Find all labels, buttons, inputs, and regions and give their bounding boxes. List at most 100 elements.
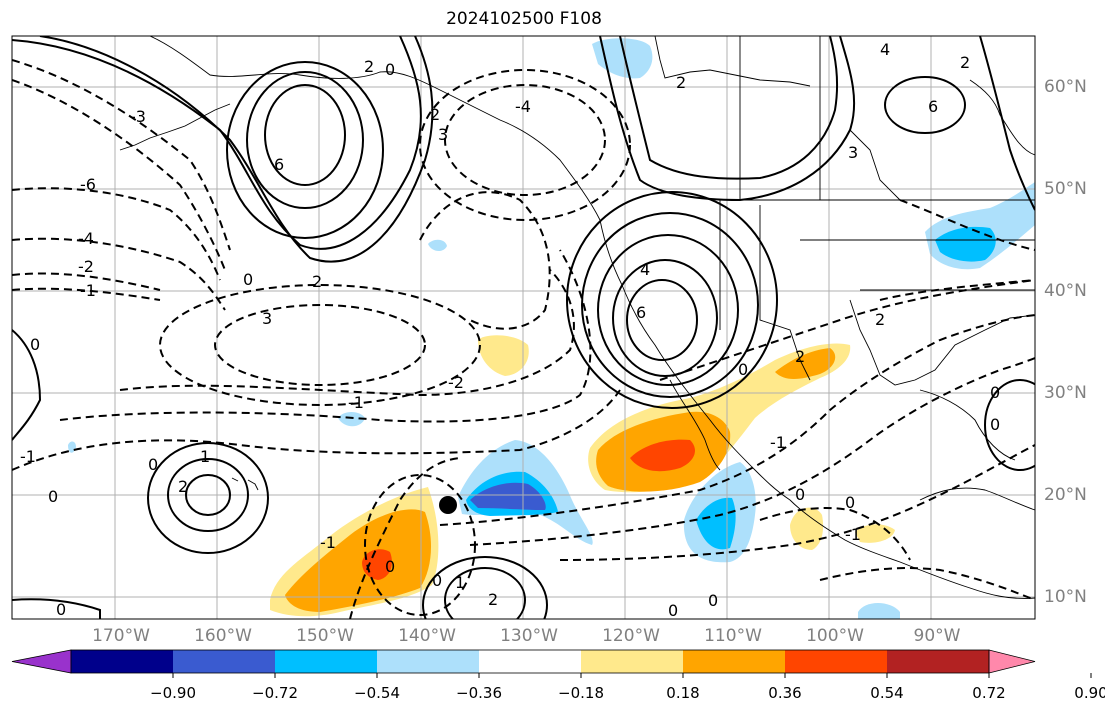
contour-negative xyxy=(419,191,551,330)
colorbar-tick-label: −0.54 xyxy=(354,684,400,702)
contour-negative xyxy=(159,284,481,406)
contour-positive xyxy=(581,212,759,398)
lon-label: 100°W xyxy=(806,626,864,646)
contour-positive xyxy=(12,329,42,441)
contour-label: -1 xyxy=(20,447,36,466)
storm-center-dot xyxy=(439,496,457,514)
lon-label: 150°W xyxy=(296,626,354,646)
contour-negative xyxy=(439,314,1035,526)
contour-negative xyxy=(899,199,1035,251)
colorbar-segment xyxy=(581,650,684,673)
lon-label: 120°W xyxy=(602,626,660,646)
negative-anomaly-area xyxy=(935,226,996,262)
contour-negative xyxy=(12,237,226,311)
contour-label: 3 xyxy=(262,309,272,328)
lat-label: 40°N xyxy=(1044,281,1087,301)
colorbar-tick-label: 0.72 xyxy=(972,684,1006,702)
contour-label: 2 xyxy=(960,53,970,72)
lat-label: 50°N xyxy=(1044,179,1087,199)
colorbar-outline xyxy=(70,649,990,674)
coastlines xyxy=(119,36,1035,599)
lat-label: 60°N xyxy=(1044,77,1087,97)
contour-label: -6 xyxy=(80,175,96,194)
contour-negative xyxy=(119,269,575,397)
colorbar-extend-min xyxy=(11,649,72,674)
contour-label: 0 xyxy=(56,600,66,619)
contour-label: 0 xyxy=(243,270,253,289)
anomaly-shading xyxy=(68,38,1035,619)
contour-label: 1 xyxy=(455,573,465,592)
contour-label: 2 xyxy=(430,105,440,124)
contour-label: 0 xyxy=(48,487,58,506)
negative-anomaly-area xyxy=(68,441,76,453)
lat-label: 30°N xyxy=(1044,383,1087,403)
colorbar-tick-label: 0.90 xyxy=(1074,684,1105,702)
negative-anomaly-area xyxy=(696,497,736,550)
colorbar-tick-label: 0.18 xyxy=(666,684,700,702)
contour-label: 3 xyxy=(848,143,858,162)
contour-label: 0 xyxy=(990,415,1000,434)
colorbar-segment xyxy=(173,650,276,673)
contour-positive xyxy=(566,191,778,409)
lon-label: 160°W xyxy=(194,626,252,646)
colorbar-segment xyxy=(785,650,888,673)
contour-label: -4 xyxy=(78,229,94,248)
positive-anomaly-area xyxy=(285,509,432,612)
colorbar-tick-label: 0.54 xyxy=(870,684,904,702)
contour-positive xyxy=(12,598,101,619)
contour-positive xyxy=(979,36,1035,211)
positive-anomaly-area xyxy=(790,507,824,550)
negative-anomaly-area xyxy=(470,482,546,510)
contour-negative xyxy=(59,249,592,423)
contour-positive xyxy=(884,76,966,134)
colorbar-segment xyxy=(887,650,990,673)
contour-negative xyxy=(444,84,606,196)
contour-label: 4 xyxy=(640,260,650,279)
contour-label: 0 xyxy=(385,60,395,79)
contour-negative xyxy=(214,304,426,386)
map-title: 2024102500 F108 xyxy=(446,9,602,29)
contour-label: 2 xyxy=(178,477,188,496)
positive-anomaly-area xyxy=(630,439,695,472)
colorbar-tick-label: −0.18 xyxy=(558,684,604,702)
contour-label: -1 xyxy=(320,533,336,552)
contour-label: 0 xyxy=(385,557,395,576)
contour-positive xyxy=(167,458,249,532)
contour-label: 0 xyxy=(738,360,748,379)
contour-label: 0 xyxy=(148,455,158,474)
lat-label: 10°N xyxy=(1044,587,1087,607)
lon-label: 170°W xyxy=(92,626,150,646)
positive-anomaly-area xyxy=(478,335,529,376)
colorbar-segment xyxy=(683,650,786,673)
contour-positive xyxy=(246,71,364,209)
positive-anomaly-area xyxy=(775,348,836,379)
contour-label: -1 xyxy=(770,433,786,452)
contour-negative xyxy=(12,59,231,251)
positive-anomaly-area xyxy=(362,549,392,580)
contour-label: 2 xyxy=(364,57,374,76)
lon-label: 110°W xyxy=(704,626,762,646)
colorbar-segment xyxy=(377,650,480,673)
contour-label: 0 xyxy=(795,485,805,504)
contour-label-group: 6 0 2 3 2 -4 -3 -6 -4 -2 -1 0 2 3 -2 -1 … xyxy=(20,40,1000,619)
negative-anomaly-area xyxy=(428,239,447,252)
contour-label: -1 xyxy=(80,281,96,300)
contour-label: 2 xyxy=(312,272,322,291)
lon-label: 90°W xyxy=(913,626,961,646)
contour-positive xyxy=(226,61,384,239)
colorbar-segment xyxy=(71,650,174,673)
contour-label: 2 xyxy=(676,73,686,92)
contour-negative xyxy=(349,457,461,619)
contour-label: 4 xyxy=(880,40,890,59)
contour-positive xyxy=(619,36,839,180)
contour-positive xyxy=(597,234,739,386)
lon-label: 140°W xyxy=(398,626,456,646)
contour-positive xyxy=(626,279,698,361)
contour-positive xyxy=(264,84,346,186)
negative-anomaly-area xyxy=(858,603,900,619)
colorbar-tick-label: −0.90 xyxy=(150,684,196,702)
contour-label: 0 xyxy=(990,383,1000,402)
contour-positive xyxy=(984,379,1035,471)
contour-positive xyxy=(12,36,422,250)
